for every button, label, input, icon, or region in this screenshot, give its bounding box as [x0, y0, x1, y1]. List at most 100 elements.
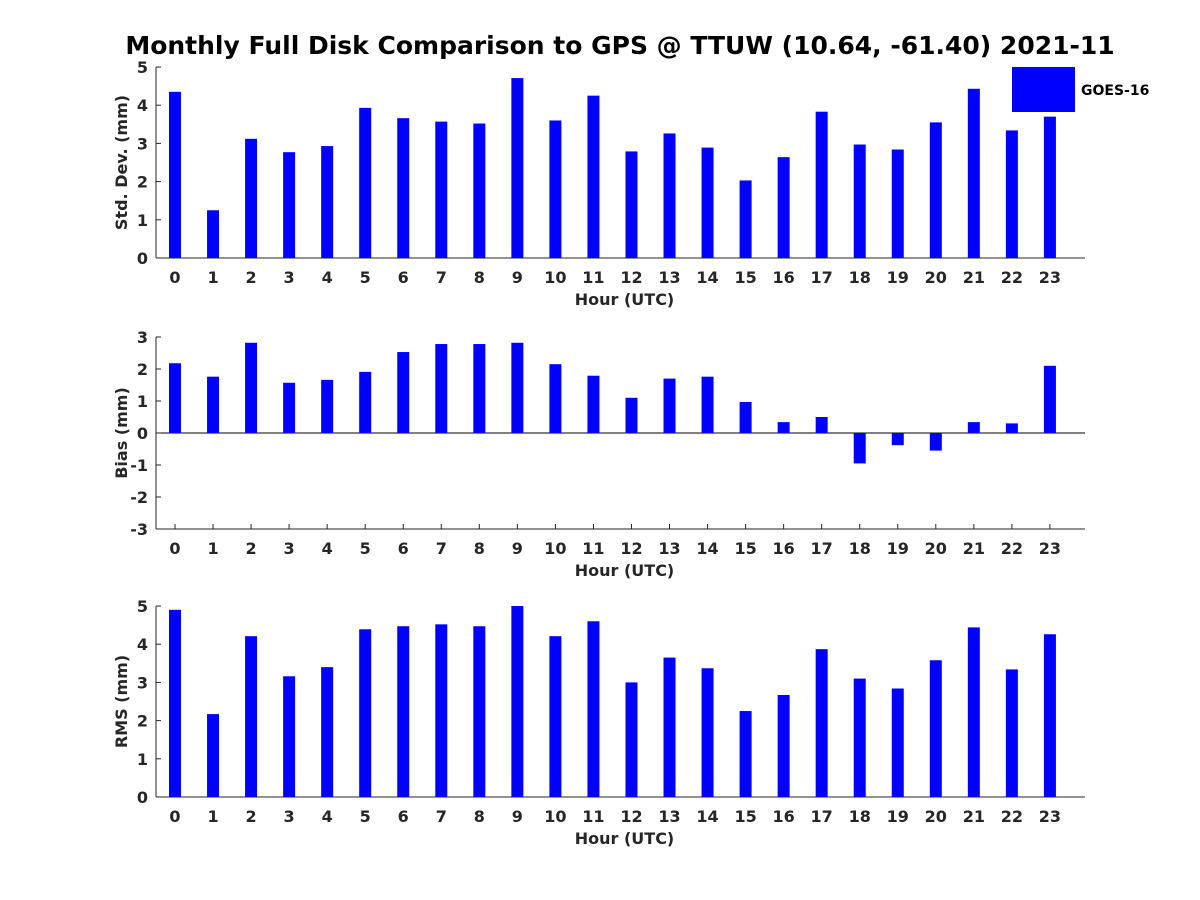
y-tick-label: 2	[137, 173, 148, 192]
x-tick-label: 9	[512, 268, 523, 287]
y-tick-label: 2	[137, 712, 148, 731]
bar-hour-22	[1005, 423, 1018, 433]
bar-hour-5	[359, 629, 372, 797]
x-tick-label: 0	[169, 807, 180, 826]
y-tick-label: 3	[137, 328, 148, 347]
bar-hour-16	[777, 157, 790, 258]
bar-hour-19	[891, 433, 904, 446]
y-tick-label: -1	[130, 456, 148, 475]
x-tick-label: 3	[284, 807, 295, 826]
x-tick-label: 15	[734, 268, 756, 287]
x-tick-label: 11	[582, 539, 604, 558]
bar-hour-8	[473, 626, 486, 797]
x-tick-label: 0	[169, 268, 180, 287]
y-tick-label: 0	[137, 788, 148, 807]
x-axis-label: Hour (UTC)	[575, 290, 675, 309]
x-tick-label: 7	[436, 539, 447, 558]
x-tick-label: 11	[582, 807, 604, 826]
y-axis-label: Bias (mm)	[112, 387, 131, 479]
bar-hour-10	[549, 364, 562, 433]
x-tick-label: 18	[849, 539, 871, 558]
bar-hour-4	[321, 379, 334, 433]
x-tick-label: 12	[620, 268, 642, 287]
y-tick-label: 5	[137, 58, 148, 77]
bar-hour-14	[701, 668, 714, 797]
x-tick-label: 1	[207, 539, 218, 558]
bar-hour-21	[967, 88, 980, 258]
bar-hour-1	[207, 376, 220, 433]
bar-hour-18	[853, 678, 866, 797]
bar-hour-20	[929, 433, 942, 451]
x-tick-label: 12	[620, 539, 642, 558]
bar-hour-12	[625, 397, 638, 433]
bar-hour-23	[1043, 116, 1056, 258]
x-tick-label: 10	[544, 268, 566, 287]
x-tick-label: 10	[544, 807, 566, 826]
bar-hour-22	[1005, 130, 1018, 258]
bar-hour-6	[397, 626, 410, 797]
x-tick-label: 4	[322, 539, 333, 558]
x-tick-label: 8	[474, 807, 485, 826]
x-tick-label: 0	[169, 539, 180, 558]
y-tick-label: -3	[130, 520, 148, 539]
x-tick-label: 17	[811, 539, 833, 558]
bar-hour-15	[739, 401, 752, 433]
x-tick-label: 1	[207, 268, 218, 287]
x-tick-label: 19	[887, 268, 909, 287]
bar-hour-16	[777, 422, 790, 433]
bar-hour-9	[511, 78, 524, 258]
x-tick-label: 10	[544, 539, 566, 558]
x-tick-label: 21	[963, 807, 985, 826]
bar-hour-15	[739, 711, 752, 797]
x-tick-label: 11	[582, 268, 604, 287]
bar-hour-3	[283, 152, 296, 258]
bar-hour-11	[587, 375, 600, 433]
x-tick-label: 5	[360, 807, 371, 826]
x-tick-label: 15	[734, 539, 756, 558]
x-tick-label: 20	[925, 807, 947, 826]
bar-hour-1	[207, 210, 220, 258]
x-tick-label: 20	[925, 268, 947, 287]
bar-hour-6	[397, 352, 410, 433]
y-tick-label: 5	[137, 597, 148, 616]
bar-hour-21	[967, 422, 980, 433]
x-axis-label: Hour (UTC)	[575, 561, 675, 580]
bar-hour-0	[169, 609, 181, 797]
x-tick-label: 23	[1039, 268, 1061, 287]
x-tick-label: 22	[1001, 268, 1023, 287]
x-tick-label: 18	[849, 268, 871, 287]
bar-hour-20	[929, 122, 942, 258]
x-tick-label: 9	[512, 807, 523, 826]
x-tick-label: 4	[322, 268, 333, 287]
x-tick-label: 21	[963, 268, 985, 287]
bar-hour-13	[663, 133, 676, 258]
y-axis-label: RMS (mm)	[112, 655, 131, 748]
bar-hour-21	[967, 627, 980, 797]
bar-hour-14	[701, 147, 714, 258]
bar-hour-19	[891, 149, 904, 258]
x-tick-label: 13	[658, 807, 680, 826]
x-tick-label: 18	[849, 807, 871, 826]
x-tick-label: 12	[620, 807, 642, 826]
x-tick-label: 1	[207, 807, 218, 826]
x-tick-label: 7	[436, 268, 447, 287]
x-tick-label: 13	[658, 539, 680, 558]
x-tick-label: 19	[887, 807, 909, 826]
bar-hour-15	[739, 180, 752, 258]
bar-hour-7	[435, 121, 448, 258]
x-tick-label: 16	[773, 539, 795, 558]
bar-hour-9	[511, 606, 524, 797]
x-tick-label: 21	[963, 539, 985, 558]
bar-hour-12	[625, 682, 638, 797]
bar-hour-8	[473, 123, 486, 258]
bar-hour-11	[587, 95, 600, 259]
chart-title: Monthly Full Disk Comparison to GPS @ TT…	[125, 31, 1114, 60]
x-tick-label: 4	[322, 807, 333, 826]
bar-hour-7	[435, 624, 448, 797]
bar-hour-1	[207, 714, 220, 797]
x-tick-label: 15	[734, 807, 756, 826]
x-tick-label: 16	[773, 807, 795, 826]
